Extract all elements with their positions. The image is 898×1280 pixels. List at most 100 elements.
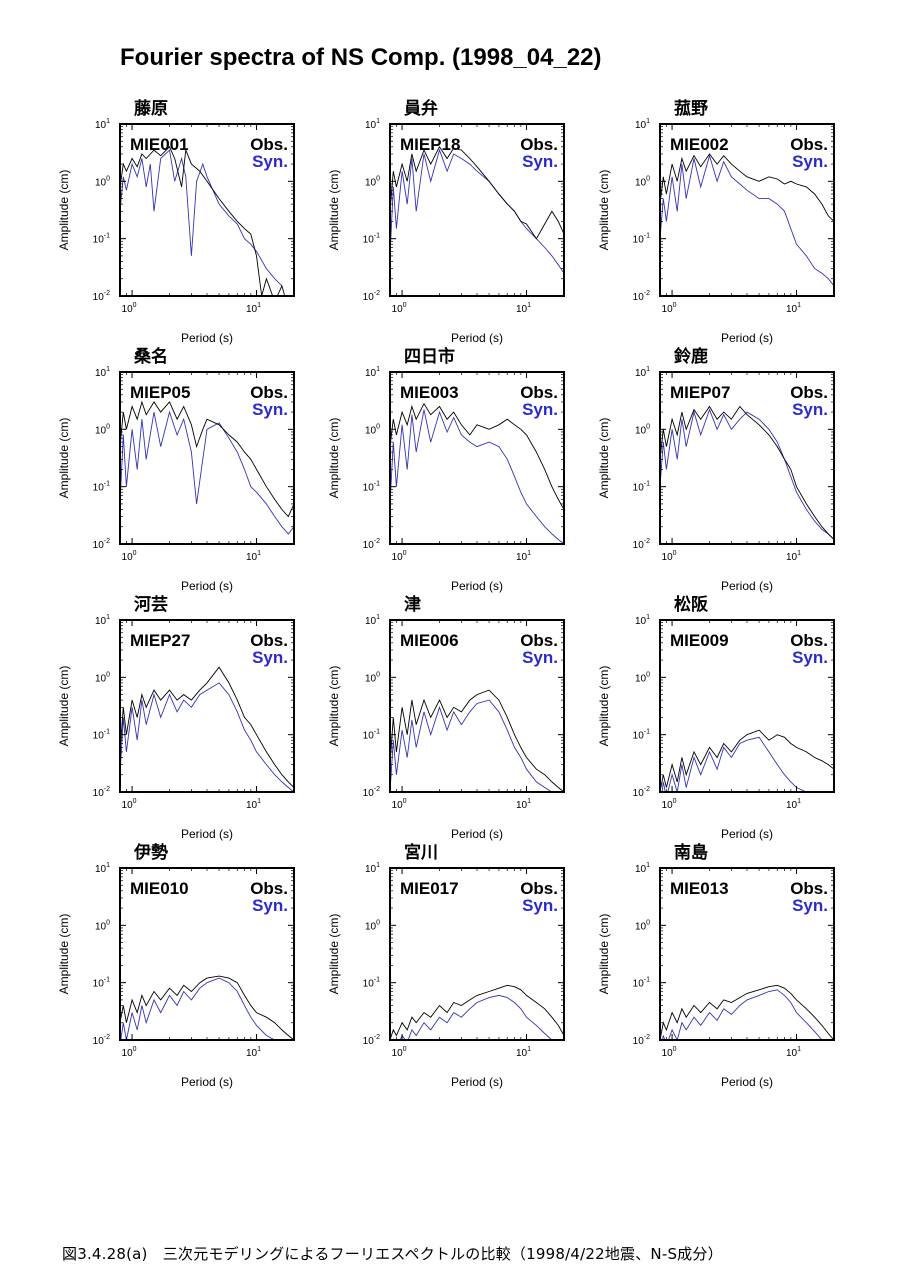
y-tick-label: 10-2: [633, 1034, 650, 1047]
y-tick-label: 10-1: [363, 481, 380, 494]
y-tick-label: 10-1: [633, 977, 650, 990]
panel-mie001: 藤原 101 100 10-1 10-2 100 101 Period (s) Amplitud…: [57, 99, 295, 345]
legend-obs-label: Obs.: [790, 383, 828, 402]
station-code-label: MIE002: [670, 135, 729, 154]
y-axis-label: Amplitude (cm): [597, 914, 611, 995]
y-tick-label: 10-2: [633, 290, 650, 303]
station-code-label: MIE006: [400, 631, 459, 650]
station-code-label: MIE001: [130, 135, 189, 154]
series-syn-line: [390, 699, 553, 792]
legend-obs-label: Obs.: [520, 383, 558, 402]
y-tick-label: 10-2: [633, 538, 650, 551]
y-tick-label: 101: [635, 366, 650, 379]
series-obs-line: [120, 146, 286, 296]
series-syn-line: [120, 410, 294, 535]
y-tick-label: 100: [635, 919, 650, 932]
legend-syn-label: Syn.: [252, 648, 288, 667]
y-tick-label: 10-1: [363, 233, 380, 246]
y-axis-label: Amplitude (cm): [57, 418, 71, 499]
page-title: Fourier spectra of NS Comp. (1998_04_22): [120, 44, 602, 71]
y-axis-label: Amplitude (cm): [327, 666, 341, 747]
y-tick-label: 10-1: [633, 481, 650, 494]
series-syn-line: [660, 154, 834, 287]
x-tick-label: 100: [392, 550, 407, 563]
legend-obs-label: Obs.: [790, 631, 828, 650]
y-tick-label: 101: [365, 862, 380, 875]
x-axis-label: Period (s): [181, 579, 233, 593]
y-axis-label: Amplitude (cm): [597, 170, 611, 251]
x-tick-label: 100: [392, 1046, 407, 1059]
y-tick-label: 10-2: [363, 786, 380, 799]
panel-mie006: 津 101 100 10-1 10-2 100 101 Period (s) Amplitude…: [327, 594, 565, 841]
y-tick-label: 100: [365, 423, 380, 436]
station-code-label: MIEP18: [400, 135, 460, 154]
station-code-label: MIE003: [400, 383, 459, 402]
x-tick-label: 100: [122, 302, 137, 315]
y-tick-label: 101: [635, 614, 650, 627]
station-code-label: MIEP07: [670, 383, 730, 402]
series-obs-line: [660, 729, 834, 792]
panel-mie009: 松阪 101 100 10-1 10-2 100 101 Period (s) Amplitud…: [597, 594, 835, 841]
series-obs-line: [390, 402, 564, 510]
x-axis-label: Period (s): [181, 827, 233, 841]
legend-syn-label: Syn.: [522, 648, 558, 667]
series-obs-line: [120, 666, 294, 788]
y-tick-label: 100: [95, 919, 110, 932]
x-axis-label: Period (s): [451, 1075, 503, 1089]
y-tick-label: 10-2: [363, 290, 380, 303]
y-tick-label: 10-1: [93, 729, 110, 742]
y-axis-label: Amplitude (cm): [57, 170, 71, 251]
series-syn-line: [392, 994, 553, 1040]
x-tick-label: 101: [786, 302, 801, 315]
panel-miep27: 河芸 101 100 10-1 10-2 100 101 Period (s) Amplitud…: [57, 594, 295, 841]
y-axis-label: Amplitude (cm): [327, 170, 341, 251]
x-tick-label: 101: [786, 550, 801, 563]
x-axis-label: Period (s): [451, 579, 503, 593]
y-tick-label: 101: [365, 366, 380, 379]
y-tick-label: 101: [95, 862, 110, 875]
x-tick-label: 101: [516, 550, 531, 563]
series-obs-line: [660, 984, 834, 1040]
x-tick-label: 100: [662, 550, 677, 563]
y-tick-label: 10-2: [93, 786, 110, 799]
station-code-label: MIE009: [670, 631, 729, 650]
panel-mie013: 南島 101 100 10-1 10-2 100 101 Period (s) Amplitud…: [597, 842, 835, 1089]
x-axis-label: Period (s): [451, 331, 503, 345]
station-name: 宮川: [404, 842, 438, 863]
y-tick-label: 10-1: [93, 233, 110, 246]
station-name: 伊勢: [133, 842, 168, 863]
y-tick-label: 101: [95, 118, 110, 131]
legend-syn-label: Syn.: [792, 400, 828, 419]
series-syn-line: [661, 989, 823, 1040]
station-code-label: MIEP27: [130, 631, 190, 650]
y-tick-label: 101: [365, 118, 380, 131]
y-tick-label: 10-1: [633, 729, 650, 742]
panel-mie017: 宮川 101 100 10-1 10-2 100 101 Period (s) Amplitud…: [327, 842, 565, 1089]
y-tick-label: 101: [95, 366, 110, 379]
legend-obs-label: Obs.: [250, 135, 288, 154]
panel-miep18: 員弁 101 100 10-1 10-2 100 101 Period (s) Amplitud…: [327, 98, 565, 345]
y-tick-label: 100: [95, 175, 110, 188]
station-name: 河芸: [134, 594, 168, 615]
y-tick-label: 10-1: [633, 233, 650, 246]
series-obs-line: [120, 975, 294, 1040]
series-obs-line: [390, 145, 564, 240]
y-tick-label: 100: [635, 175, 650, 188]
x-tick-label: 101: [516, 798, 531, 811]
station-code-label: MIEP05: [130, 383, 190, 402]
panel-mie010: 伊勢 101 100 10-1 10-2 100 101 Period (s) Amplitud…: [57, 842, 295, 1089]
y-tick-label: 100: [635, 423, 650, 436]
station-name: 津: [404, 594, 421, 615]
legend-obs-label: Obs.: [790, 879, 828, 898]
legend-syn-label: Syn.: [252, 152, 288, 171]
y-tick-label: 10-2: [363, 538, 380, 551]
legend-obs-label: Obs.: [520, 135, 558, 154]
x-tick-label: 100: [122, 798, 137, 811]
x-tick-label: 101: [246, 550, 261, 563]
station-name: 四日市: [404, 346, 455, 367]
legend-syn-label: Syn.: [252, 896, 288, 915]
panel-miep07: 鈴鹿 101 100 10-1 10-2 100 101 Period (s) Amplitud…: [597, 346, 835, 593]
x-tick-label: 100: [122, 1046, 137, 1059]
y-tick-label: 100: [365, 919, 380, 932]
